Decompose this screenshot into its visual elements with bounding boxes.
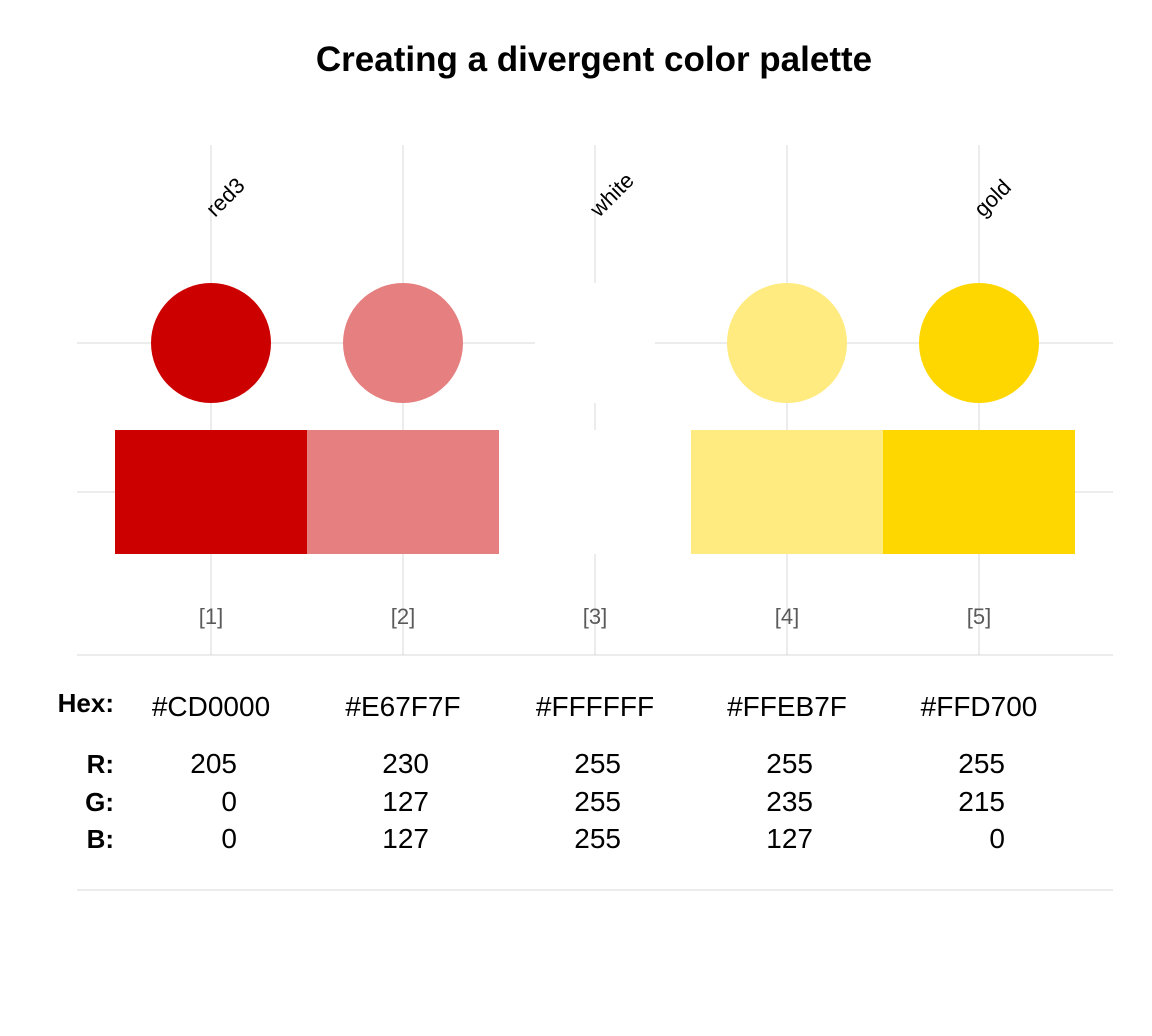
g-value-5: 215 bbox=[958, 786, 1005, 817]
palette-bar-3 bbox=[499, 430, 691, 554]
palette-circle-2 bbox=[343, 283, 463, 403]
palette-bar-1 bbox=[115, 430, 307, 554]
palette-white-mask-3 bbox=[535, 283, 655, 403]
hex-value-1: #CD0000 bbox=[152, 691, 270, 722]
hex-value-5: #FFD700 bbox=[921, 691, 1038, 722]
hex-row-header: Hex: bbox=[58, 688, 114, 718]
palette-bar-5 bbox=[883, 430, 1075, 554]
anchor-label-red3: red3 bbox=[201, 173, 250, 222]
hex-value-3: #FFFFFF bbox=[536, 691, 654, 722]
anchor-label-gold: gold bbox=[969, 174, 1016, 221]
palette-circle-1 bbox=[151, 283, 271, 403]
chart-title: Creating a divergent color palette bbox=[316, 40, 872, 79]
g-value-3: 255 bbox=[574, 786, 621, 817]
palette-circle-5 bbox=[919, 283, 1039, 403]
index-label-5: [5] bbox=[967, 604, 991, 629]
b-value-4: 127 bbox=[766, 823, 813, 854]
index-label-4: [4] bbox=[775, 604, 799, 629]
rgb-table: Hex: R: G: B: #CD0000 #E67F7F #FFFFFF #FFEB… bbox=[58, 688, 1038, 854]
index-label-1: [1] bbox=[199, 604, 223, 629]
palette-bar-4 bbox=[691, 430, 883, 554]
palette-circle-4 bbox=[727, 283, 847, 403]
b-value-2: 127 bbox=[382, 823, 429, 854]
b-row-header: B: bbox=[87, 824, 114, 854]
r-value-5: 255 bbox=[958, 748, 1005, 779]
r-value-1: 205 bbox=[190, 748, 237, 779]
g-row-header: G: bbox=[85, 787, 114, 817]
b-value-5: 0 bbox=[989, 823, 1005, 854]
r-value-3: 255 bbox=[574, 748, 621, 779]
g-value-4: 235 bbox=[766, 786, 813, 817]
anchor-label-white: white bbox=[584, 168, 639, 223]
palette-bar-2 bbox=[307, 430, 499, 554]
index-label-3: [3] bbox=[583, 604, 607, 629]
g-value-1: 0 bbox=[221, 786, 237, 817]
r-value-4: 255 bbox=[766, 748, 813, 779]
r-value-2: 230 bbox=[382, 748, 429, 779]
b-value-1: 0 bbox=[221, 823, 237, 854]
index-label-2: [2] bbox=[391, 604, 415, 629]
g-value-2: 127 bbox=[382, 786, 429, 817]
palette-marks bbox=[115, 283, 1075, 554]
hex-value-2: #E67F7F bbox=[345, 691, 460, 722]
r-row-header: R: bbox=[87, 749, 114, 779]
hex-value-4: #FFEB7F bbox=[727, 691, 847, 722]
b-value-3: 255 bbox=[574, 823, 621, 854]
